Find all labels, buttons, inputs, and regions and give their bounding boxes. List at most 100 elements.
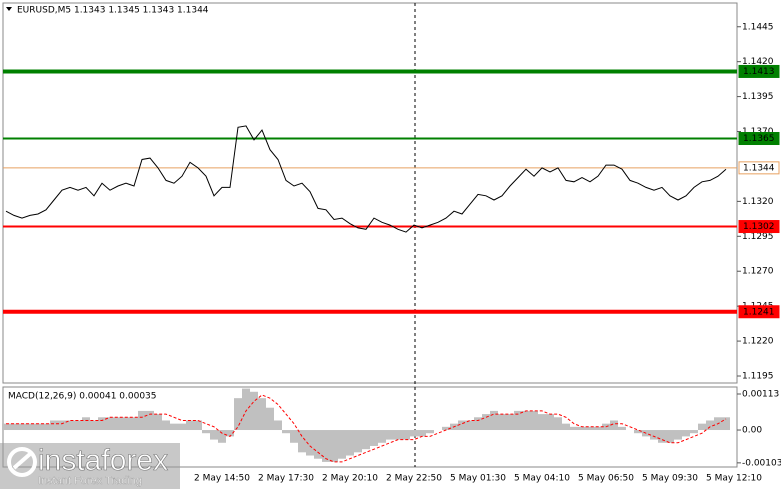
x-tick-label: 2 May 20:10 xyxy=(322,474,378,484)
price-panel xyxy=(2,2,738,384)
macd-bar xyxy=(242,388,250,431)
macd-bar xyxy=(226,430,234,437)
macd-bar xyxy=(466,420,474,431)
level-label-bg xyxy=(738,161,780,175)
signal-line xyxy=(6,394,727,463)
macd-bar xyxy=(162,420,170,431)
macd-bar xyxy=(330,430,338,462)
macd-bar xyxy=(594,426,602,431)
macd-bar xyxy=(386,430,394,440)
x-tick-label: 5 May 12:10 xyxy=(706,474,762,484)
macd-bar xyxy=(370,430,378,446)
macd-bar xyxy=(690,430,698,434)
macd-bar xyxy=(650,430,658,440)
macd-bar xyxy=(522,410,530,431)
macd-bar xyxy=(250,391,258,431)
macd-bar xyxy=(10,423,18,431)
watermark-tagline: Instant Forex Trading xyxy=(38,475,142,487)
macd-bar xyxy=(490,410,498,431)
macd-bar xyxy=(146,410,154,431)
macd-bar xyxy=(258,398,266,431)
macd-bar xyxy=(394,430,402,440)
macd-bar xyxy=(482,414,490,431)
y-tick-label: 0.00113 xyxy=(742,390,779,400)
x-tick-label: 5 May 04:10 xyxy=(514,474,570,484)
price-title: EURUSD,M5 1.1343 1.1345 1.1343 1.1344 xyxy=(17,6,209,16)
macd-bar xyxy=(322,430,330,462)
macd-bar xyxy=(82,417,90,431)
macd-bar xyxy=(722,417,730,431)
macd-bar xyxy=(698,423,706,431)
macd-bar xyxy=(578,426,586,431)
y-tick-label: 1.1395 xyxy=(742,92,774,102)
macd-bar xyxy=(34,423,42,431)
x-tick-label: 5 May 09:30 xyxy=(642,474,698,484)
macd-bar xyxy=(378,430,386,443)
macd-bar xyxy=(498,414,506,431)
y-tick-label: -0.00103 xyxy=(742,458,781,468)
macd-bar xyxy=(546,414,554,431)
macd-bar xyxy=(354,430,362,453)
macd-bar xyxy=(586,426,594,431)
macd-bar xyxy=(306,430,314,456)
macd-bar xyxy=(202,430,210,434)
watermark-brand: instaforex xyxy=(38,444,168,477)
macd-bar xyxy=(178,423,186,431)
macd-bar xyxy=(562,423,570,431)
level-label: 1.1241 xyxy=(743,307,775,317)
y-tick-label: 1.1220 xyxy=(742,337,774,347)
x-tick-label: 5 May 06:50 xyxy=(578,474,634,484)
macd-bar xyxy=(426,430,434,434)
macd-bar xyxy=(138,410,146,431)
y-tick-label: 1.1445 xyxy=(742,22,774,32)
macd-bar xyxy=(106,417,114,431)
macd-bar xyxy=(194,420,202,431)
macd-bar xyxy=(266,407,274,431)
level-label-bg xyxy=(738,64,780,78)
macd-bar xyxy=(634,430,642,434)
macd-bar xyxy=(290,430,298,443)
macd-bar xyxy=(346,430,354,456)
y-tick-label: 1.1195 xyxy=(742,372,774,382)
macd-bar xyxy=(658,430,666,443)
macd-bar xyxy=(210,430,218,440)
macd-bar xyxy=(74,420,82,431)
y-tick-label: 1.1295 xyxy=(742,232,774,242)
macd-bar xyxy=(2,423,10,431)
macd-bar xyxy=(618,426,626,431)
x-tick-label: 2 May 17:30 xyxy=(258,474,314,484)
macd-bar xyxy=(122,417,130,431)
macd-bar xyxy=(234,398,242,431)
macd-bar xyxy=(706,420,714,431)
macd-bar xyxy=(170,423,178,431)
level-label-bg xyxy=(738,132,780,146)
macd-bar xyxy=(90,420,98,431)
macd-bar xyxy=(282,430,290,434)
macd-bar xyxy=(442,426,450,431)
macd-bar xyxy=(458,420,466,431)
price-line xyxy=(5,125,727,233)
x-tick-label: 5 May 01:30 xyxy=(450,474,506,484)
macd-bar xyxy=(570,426,578,431)
x-tick-label: 2 May 22:50 xyxy=(386,474,442,484)
macd-bar xyxy=(610,420,618,431)
macd-bar xyxy=(298,430,306,453)
y-tick-label: 1.1420 xyxy=(742,57,774,67)
macd-bar xyxy=(514,410,522,431)
macd-bar xyxy=(402,430,410,440)
y-tick-label: 1.1320 xyxy=(742,197,774,207)
level-label-bg xyxy=(738,220,780,234)
macd-title: MACD(12,26,9) 0.00041 0.00035 xyxy=(8,392,157,402)
macd-bar xyxy=(42,423,50,431)
macd-bar xyxy=(130,417,138,431)
watermark-logo-mark xyxy=(12,452,32,470)
level-label: 1.1413 xyxy=(743,67,775,77)
level-label: 1.1302 xyxy=(743,222,775,232)
watermark: instaforex Instant Forex Trading xyxy=(0,443,180,489)
macd-bar xyxy=(682,430,690,437)
x-tick-label: 2 May 14:50 xyxy=(194,474,250,484)
macd-bar xyxy=(506,414,514,431)
macd-bar xyxy=(338,430,346,459)
macd-bar xyxy=(666,430,674,443)
menu-arrow xyxy=(6,7,12,11)
